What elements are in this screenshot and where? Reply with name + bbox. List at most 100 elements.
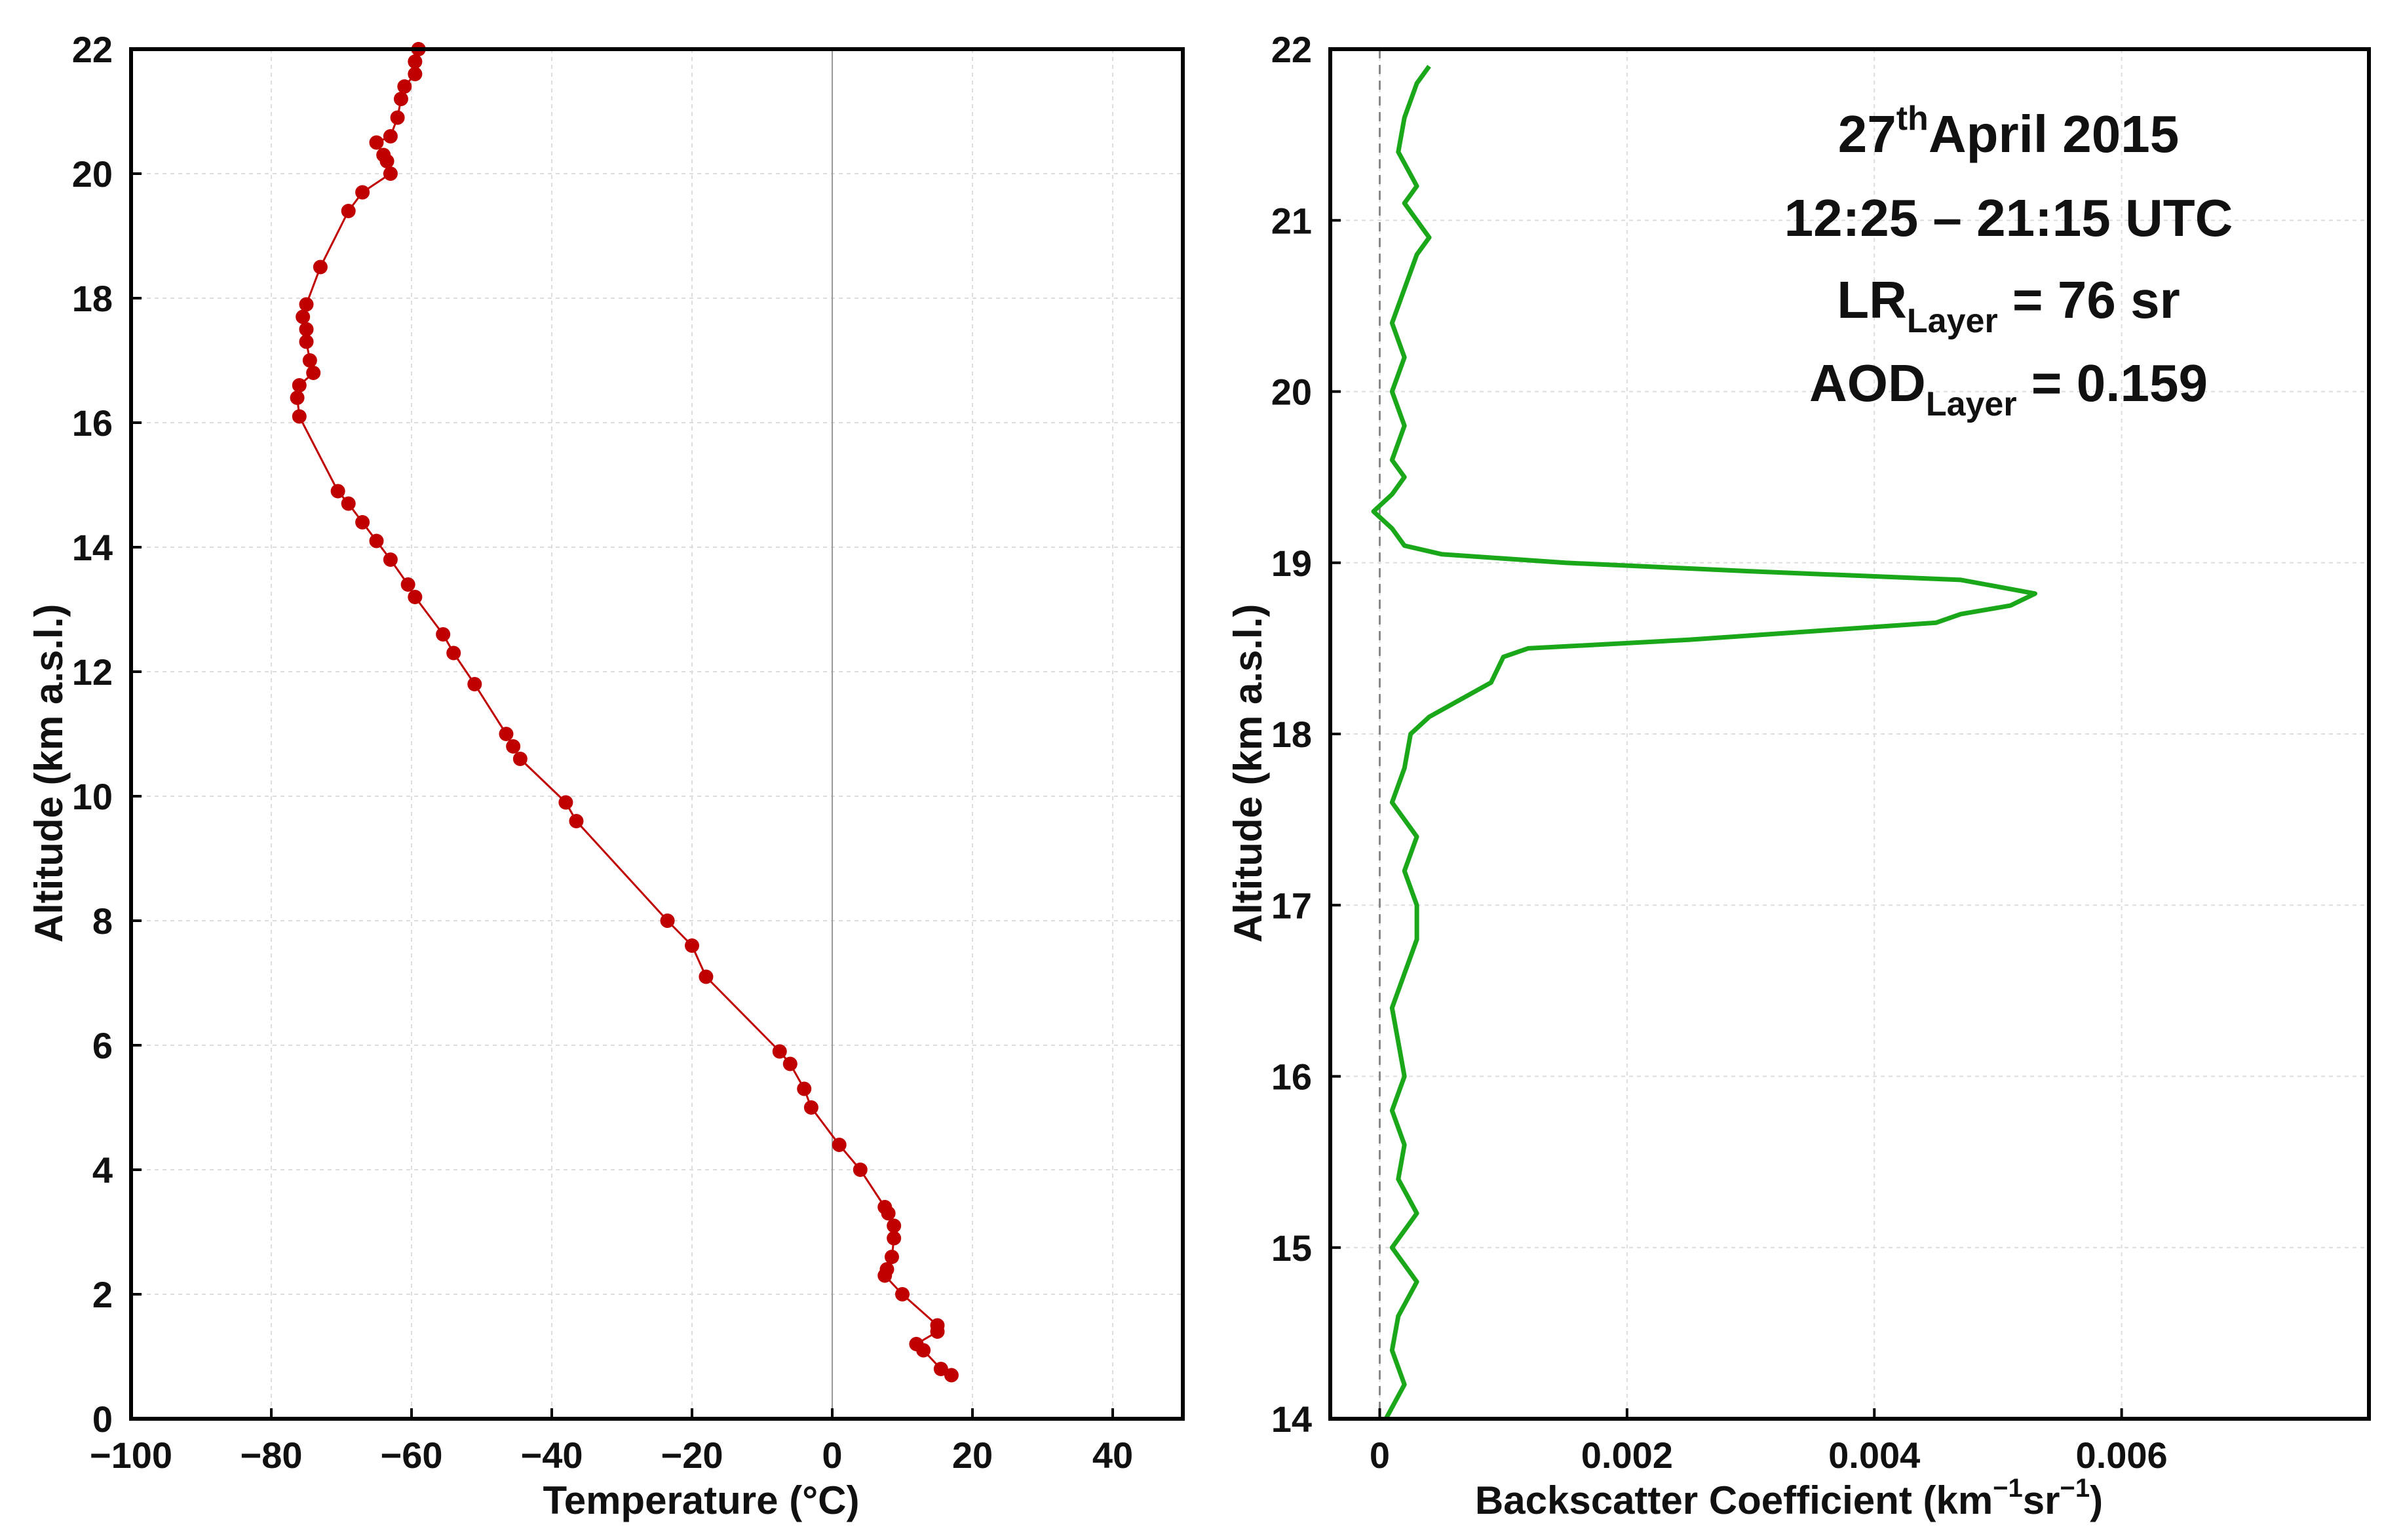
data-point [393, 92, 408, 106]
y-tick-label: 6 [92, 1025, 113, 1066]
y-tick-label: 15 [1271, 1227, 1312, 1269]
series-line [1371, 65, 2037, 1420]
data-point [376, 147, 391, 163]
annotation-box: 27thApril 2015 12:25 – 21:15 UTC LRLayer… [1784, 100, 2233, 423]
annotation-date: 27thApril 2015 [1838, 100, 2180, 163]
data-point [330, 484, 345, 499]
data-point [397, 79, 412, 94]
data-point [369, 135, 384, 150]
data-point [832, 1138, 847, 1152]
data-point [436, 627, 451, 642]
data-point [355, 515, 370, 529]
data-point [895, 1287, 910, 1301]
series [1371, 65, 2037, 1420]
y-tick-label: 21 [1271, 200, 1312, 241]
x-tick-label: −20 [661, 1434, 723, 1476]
x-axis-title: Temperature (°C) [543, 1478, 860, 1522]
data-point [355, 185, 370, 200]
series [290, 42, 959, 1383]
data-point [383, 552, 398, 567]
data-point [400, 577, 415, 592]
y-tick-label: 17 [1271, 885, 1312, 926]
x-tick-label: −100 [90, 1434, 172, 1476]
data-point [290, 391, 305, 405]
data-point [306, 366, 321, 380]
data-point [782, 1056, 798, 1071]
data-point [313, 260, 328, 275]
plot-frame [129, 47, 1185, 1421]
data-point [341, 496, 356, 511]
data-point [685, 938, 699, 953]
annotation-aod: AODLayer = 0.159 [1809, 354, 2208, 423]
data-point [772, 1044, 787, 1059]
data-point [884, 1250, 899, 1264]
y-tick-label: 16 [72, 402, 113, 444]
y-tick-label: 22 [1271, 29, 1312, 70]
data-point [383, 129, 398, 144]
data-point [369, 533, 384, 549]
y-tick-label: 2 [92, 1274, 113, 1315]
y-ticks: 0 2 4 6 8 10 12 14 16 18 20 22 [72, 29, 142, 1440]
data-point [299, 322, 314, 337]
data-point [930, 1318, 945, 1333]
annotation-lidar-ratio: LRLayer = 76 sr [1837, 271, 2180, 340]
data-point [933, 1362, 948, 1376]
x-tick-label: 0.006 [2076, 1434, 2168, 1476]
series-line [296, 48, 952, 1376]
data-point [302, 353, 317, 368]
y-tick-label: 10 [72, 776, 113, 817]
data-point [299, 334, 314, 349]
annotation-time-range: 12:25 – 21:15 UTC [1784, 189, 2233, 247]
data-point [909, 1337, 924, 1351]
y-tick-label: 14 [72, 527, 113, 568]
data-point [341, 204, 356, 218]
data-point [853, 1163, 868, 1177]
data-point [797, 1081, 812, 1096]
x-ticks: −100 −80 −60 −40 −20 0 20 40 [90, 1408, 1133, 1476]
data-point [877, 1200, 893, 1214]
y-tick-label: 20 [1271, 372, 1312, 413]
y-tick-label: 4 [92, 1149, 113, 1191]
y-tick-label: 20 [72, 153, 113, 195]
y-tick-label: 18 [72, 278, 113, 319]
x-ticks: 0 0.002 0.004 0.006 [1370, 1408, 2168, 1476]
data-point [887, 1218, 902, 1233]
temperature-chart: −100 −80 −60 −40 −20 0 20 40 0 2 4 6 8 10 12 14 16 18 20 2… [27, 29, 1185, 1522]
x-tick-label: 0 [1370, 1434, 1390, 1476]
data-point [569, 814, 584, 828]
y-tick-label: 22 [72, 29, 113, 70]
data-point [408, 590, 423, 604]
data-point [506, 739, 521, 754]
grid [130, 48, 1183, 1419]
data-point [296, 309, 311, 324]
y-tick-label: 12 [72, 651, 113, 693]
y-tick-label: 16 [1271, 1056, 1312, 1098]
data-point [499, 727, 514, 741]
data-point [512, 752, 528, 766]
y-tick-label: 0 [92, 1398, 113, 1440]
backscatter-chart: 0 0.002 0.004 0.006 14 15 16 17 18 19 20 21 22 Back… [1226, 29, 2371, 1522]
data-point [467, 677, 482, 691]
grid [1330, 48, 2369, 1419]
y-ticks: 14 15 16 17 18 19 20 21 22 [1271, 29, 1341, 1440]
data-point [292, 378, 307, 393]
data-point [660, 914, 675, 928]
x-axis-title: Backscatter Coefficient (km−1sr−1) [1475, 1474, 2103, 1522]
y-axis-title: Altitude (km a.s.l.) [27, 604, 71, 943]
x-tick-label: 20 [952, 1434, 993, 1476]
y-axis-title: Altitude (km a.s.l.) [1226, 604, 1270, 943]
data-point [299, 297, 314, 312]
data-point [390, 110, 405, 125]
y-tick-label: 8 [92, 900, 113, 942]
data-point [803, 1100, 818, 1115]
y-tick-label: 14 [1271, 1398, 1312, 1440]
data-point [944, 1368, 959, 1383]
x-tick-label: 40 [1092, 1434, 1133, 1476]
data-point [887, 1231, 902, 1246]
x-tick-label: −40 [521, 1434, 583, 1476]
x-tick-label: −80 [240, 1434, 303, 1476]
y-tick-label: 19 [1271, 543, 1312, 584]
x-tick-label: 0.002 [1581, 1434, 1673, 1476]
data-point [383, 166, 398, 181]
x-tick-label: 0.004 [1828, 1434, 1920, 1476]
